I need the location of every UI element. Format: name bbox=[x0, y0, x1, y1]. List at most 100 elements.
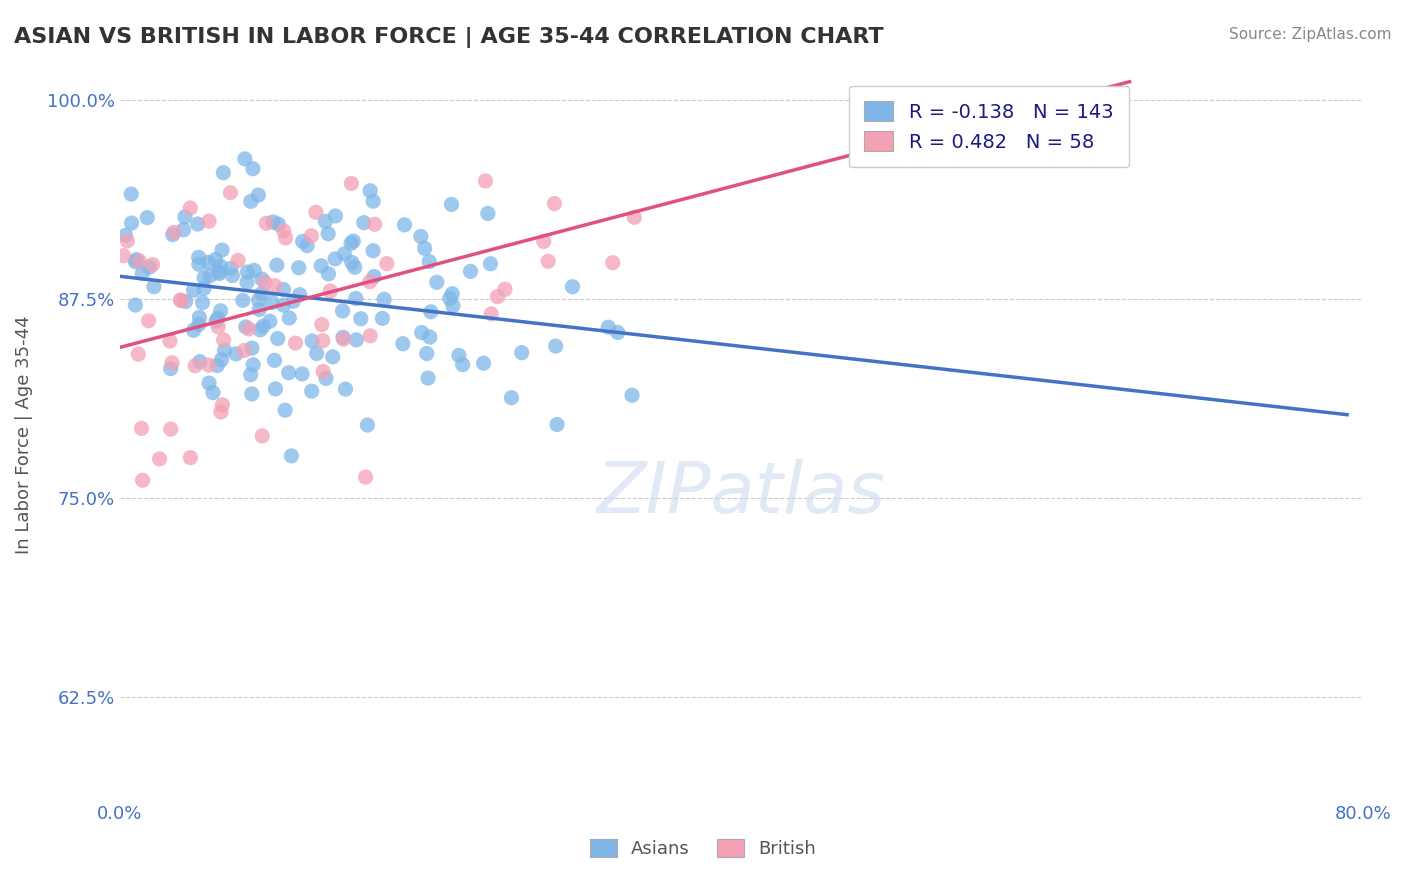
Point bbox=[127, 347, 149, 361]
Point bbox=[207, 359, 229, 373]
Point bbox=[187, 257, 209, 271]
Point bbox=[283, 294, 305, 309]
Point bbox=[235, 320, 257, 334]
Point bbox=[131, 473, 153, 487]
Point bbox=[305, 205, 328, 219]
Point bbox=[394, 218, 416, 232]
Point bbox=[259, 314, 281, 328]
Point bbox=[280, 449, 302, 463]
Point bbox=[138, 314, 160, 328]
Point bbox=[305, 346, 328, 360]
Point bbox=[242, 358, 264, 372]
Point bbox=[187, 217, 209, 231]
Point bbox=[183, 323, 205, 337]
Point bbox=[371, 311, 394, 326]
Point bbox=[439, 292, 461, 306]
Point bbox=[460, 264, 482, 278]
Point bbox=[373, 293, 395, 307]
Point bbox=[250, 286, 273, 301]
Point bbox=[240, 341, 263, 355]
Point bbox=[219, 261, 242, 276]
Point bbox=[209, 405, 232, 419]
Point bbox=[273, 283, 295, 297]
Point bbox=[375, 257, 398, 271]
Point bbox=[247, 302, 270, 317]
Point bbox=[335, 382, 357, 396]
Point bbox=[250, 272, 273, 286]
Point bbox=[191, 295, 214, 310]
Point bbox=[187, 318, 209, 332]
Point bbox=[510, 345, 533, 359]
Point bbox=[295, 238, 318, 252]
Point bbox=[361, 244, 384, 258]
Point bbox=[359, 328, 381, 343]
Point bbox=[162, 227, 184, 242]
Point bbox=[208, 265, 231, 279]
Point bbox=[350, 311, 373, 326]
Point bbox=[131, 267, 153, 281]
Text: ASIAN VS BRITISH IN LABOR FORCE | AGE 35-44 CORRELATION CHART: ASIAN VS BRITISH IN LABOR FORCE | AGE 35… bbox=[14, 27, 884, 48]
Point bbox=[198, 214, 221, 228]
Point bbox=[188, 354, 211, 368]
Point bbox=[479, 307, 502, 321]
Point bbox=[263, 353, 285, 368]
Point bbox=[201, 385, 224, 400]
Point bbox=[121, 216, 143, 230]
Point bbox=[267, 217, 290, 231]
Text: ZIPatlas: ZIPatlas bbox=[596, 458, 886, 528]
Point bbox=[159, 361, 181, 376]
Point bbox=[606, 326, 628, 340]
Point bbox=[142, 279, 165, 293]
Point bbox=[343, 260, 366, 275]
Point bbox=[187, 251, 209, 265]
Point bbox=[214, 343, 236, 358]
Point bbox=[561, 279, 583, 293]
Point bbox=[174, 294, 197, 309]
Point bbox=[193, 270, 215, 285]
Point bbox=[209, 259, 232, 273]
Y-axis label: In Labor Force | Age 35-44: In Labor Force | Age 35-44 bbox=[15, 315, 32, 554]
Point bbox=[474, 174, 496, 188]
Point bbox=[124, 254, 146, 268]
Text: Source: ZipAtlas.com: Source: ZipAtlas.com bbox=[1229, 27, 1392, 42]
Point bbox=[291, 235, 314, 249]
Point bbox=[239, 368, 262, 382]
Point bbox=[411, 326, 433, 340]
Point bbox=[342, 234, 364, 248]
Point bbox=[316, 227, 339, 241]
Point bbox=[312, 334, 335, 348]
Point bbox=[291, 367, 314, 381]
Point bbox=[184, 359, 207, 373]
Point bbox=[112, 249, 135, 263]
Point bbox=[221, 268, 243, 283]
Point bbox=[219, 186, 242, 200]
Point bbox=[332, 330, 354, 344]
Point bbox=[138, 260, 160, 275]
Point bbox=[211, 352, 233, 367]
Point bbox=[312, 364, 335, 378]
Point bbox=[602, 256, 624, 270]
Point bbox=[546, 417, 568, 432]
Point bbox=[142, 258, 165, 272]
Point bbox=[314, 214, 336, 228]
Point bbox=[277, 366, 299, 380]
Point bbox=[254, 276, 277, 290]
Point bbox=[543, 196, 565, 211]
Point bbox=[311, 318, 333, 332]
Point bbox=[419, 330, 441, 344]
Point bbox=[262, 295, 284, 310]
Point bbox=[344, 333, 367, 347]
Point bbox=[621, 388, 644, 402]
Point bbox=[159, 422, 181, 436]
Point bbox=[544, 339, 567, 353]
Point bbox=[205, 314, 228, 328]
Point bbox=[479, 257, 502, 271]
Point bbox=[332, 332, 354, 346]
Point bbox=[333, 247, 356, 261]
Point bbox=[148, 451, 170, 466]
Point bbox=[416, 346, 439, 360]
Point bbox=[322, 350, 344, 364]
Point bbox=[264, 382, 287, 396]
Point bbox=[207, 311, 229, 326]
Point bbox=[426, 275, 449, 289]
